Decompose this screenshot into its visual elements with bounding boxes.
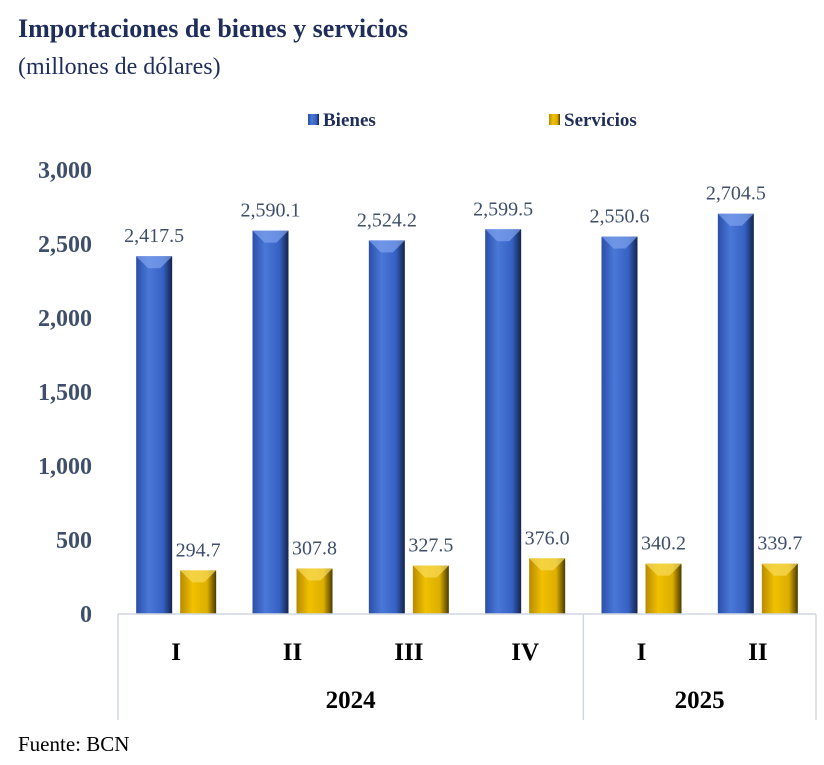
x-tick-label: I [637,639,647,666]
bar-bevel-servicios [645,563,682,576]
y-tick-label: 500 [56,528,92,554]
data-label-servicios: 340.2 [641,533,686,555]
bar-bienes [368,240,405,614]
legend-label-servicios: Servicios [564,110,637,131]
group-label: 2024 [326,687,377,714]
bar-bevel-servicios [296,568,333,581]
bar-bienes [717,213,754,614]
bar-bevel-bienes [601,236,638,249]
data-label-servicios: 294.7 [176,539,221,561]
legend-swatch-servicios [549,114,560,125]
bar-bienes [136,256,173,614]
legend-label-bienes: Bienes [323,110,376,131]
y-tick-label: 1,000 [38,454,92,480]
data-label-servicios: 307.8 [292,537,337,559]
bar-bienes [252,230,289,614]
bar-bevel-servicios [761,563,798,576]
bar-bevel-servicios [412,565,449,578]
x-tick-label: II [283,639,302,666]
y-tick-label: 3,000 [38,158,92,184]
bar-bevel-servicios [529,558,566,571]
group-label: 2025 [675,687,725,714]
data-label-bienes: 2,550.6 [590,206,650,228]
y-tick-label: 0 [80,602,92,628]
x-tick-label: II [748,639,767,666]
y-tick-label: 1,500 [38,380,92,406]
legend-swatch-bienes [308,114,319,125]
data-label-bienes: 2,524.2 [357,209,417,231]
x-tick-label: III [394,639,423,666]
bar-bevel-bienes [252,230,289,243]
data-label-bienes: 2,590.1 [241,200,301,222]
bar-bevel-bienes [717,213,754,226]
bar-bevel-bienes [485,229,522,242]
bar-bienes [485,229,522,615]
source-note: Fuente: BCN [18,732,130,756]
bar-bevel-bienes [368,240,405,253]
data-label-servicios: 339.7 [757,533,802,555]
data-label-servicios: 376.0 [525,527,570,549]
chart-subtitle: (millones de dólares) [18,54,221,80]
data-label-bienes: 2,704.5 [706,183,766,205]
x-tick-label: IV [511,639,539,666]
y-tick-label: 2,000 [38,306,92,332]
bar-bevel-servicios [180,570,217,583]
y-tick-label: 2,500 [38,232,92,258]
data-label-bienes: 2,599.5 [473,198,533,220]
bar-bienes [601,236,638,614]
data-label-servicios: 327.5 [408,535,453,557]
data-label-bienes: 2,417.5 [124,225,184,247]
chart-title: Importaciones de bienes y servicios [18,14,408,43]
bar-bevel-bienes [136,256,173,269]
x-tick-label: I [171,639,181,666]
